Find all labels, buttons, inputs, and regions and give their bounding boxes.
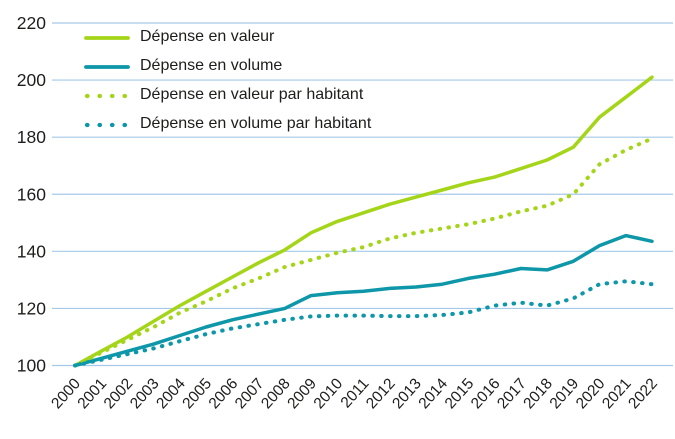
x-tick-label: 2010 <box>311 375 347 412</box>
legend-item-depense-volume-par-habitant: Dépense en volume par habitant <box>84 110 371 139</box>
legend-swatch-dotted-line <box>84 93 130 98</box>
x-tick-label: 2018 <box>520 375 556 412</box>
x-tick-label: 2020 <box>573 375 609 412</box>
x-tick-label: 2006 <box>206 375 242 412</box>
x-tick-label: 2009 <box>284 375 320 412</box>
legend-label: Dépense en volume par habitant <box>140 114 372 132</box>
x-tick-label: 2022 <box>625 375 661 412</box>
series-line-0 <box>73 75 654 368</box>
y-tick-label: 140 <box>17 241 46 261</box>
series-line-3 <box>73 279 654 368</box>
legend-label: Dépense en valeur <box>140 27 275 45</box>
legend-swatch-solid-line <box>84 35 130 40</box>
y-tick-label: 120 <box>17 298 46 318</box>
x-tick-label: 2012 <box>363 375 399 412</box>
x-tick-label: 2001 <box>74 375 110 412</box>
x-tick-label: 2015 <box>442 375 478 412</box>
legend-label: Dépense en volume <box>140 56 283 74</box>
x-tick-label: 2005 <box>179 375 215 412</box>
x-tick-label: 2013 <box>389 375 425 412</box>
x-tick-label: 2008 <box>258 375 294 412</box>
y-tick-label: 220 <box>17 13 46 33</box>
legend-swatch-solid-line <box>84 64 130 69</box>
legend-item-depense-valeur: Dépense en valeur <box>84 23 371 52</box>
legend-label: Dépense en valeur par habitant <box>140 85 364 103</box>
y-tick-label: 200 <box>17 70 46 90</box>
y-tick-label: 100 <box>17 356 46 376</box>
x-tick-label: 2002 <box>101 375 137 412</box>
x-tick-label: 2004 <box>153 375 189 412</box>
x-tick-label: 2017 <box>494 375 530 412</box>
x-tick-label: 2014 <box>415 375 451 412</box>
legend-swatch-dotted-line <box>84 122 130 127</box>
series-line-2 <box>73 136 654 368</box>
legend-item-depense-volume: Dépense en volume <box>84 52 371 81</box>
x-tick-label: 2000 <box>48 375 84 412</box>
series-line-1 <box>73 233 654 368</box>
x-tick-label: 2019 <box>547 375 583 412</box>
y-tick-label: 180 <box>17 127 46 147</box>
x-tick-label: 2016 <box>468 375 504 412</box>
x-tick-label: 2007 <box>232 375 268 412</box>
x-tick-label: 2003 <box>127 375 163 412</box>
y-tick-label: 160 <box>17 184 46 204</box>
chart-legend: Dépense en valeur Dépense en volume Dépe… <box>84 23 371 139</box>
x-tick-label: 2021 <box>599 375 635 412</box>
legend-item-depense-valeur-par-habitant: Dépense en valeur par habitant <box>84 81 371 110</box>
